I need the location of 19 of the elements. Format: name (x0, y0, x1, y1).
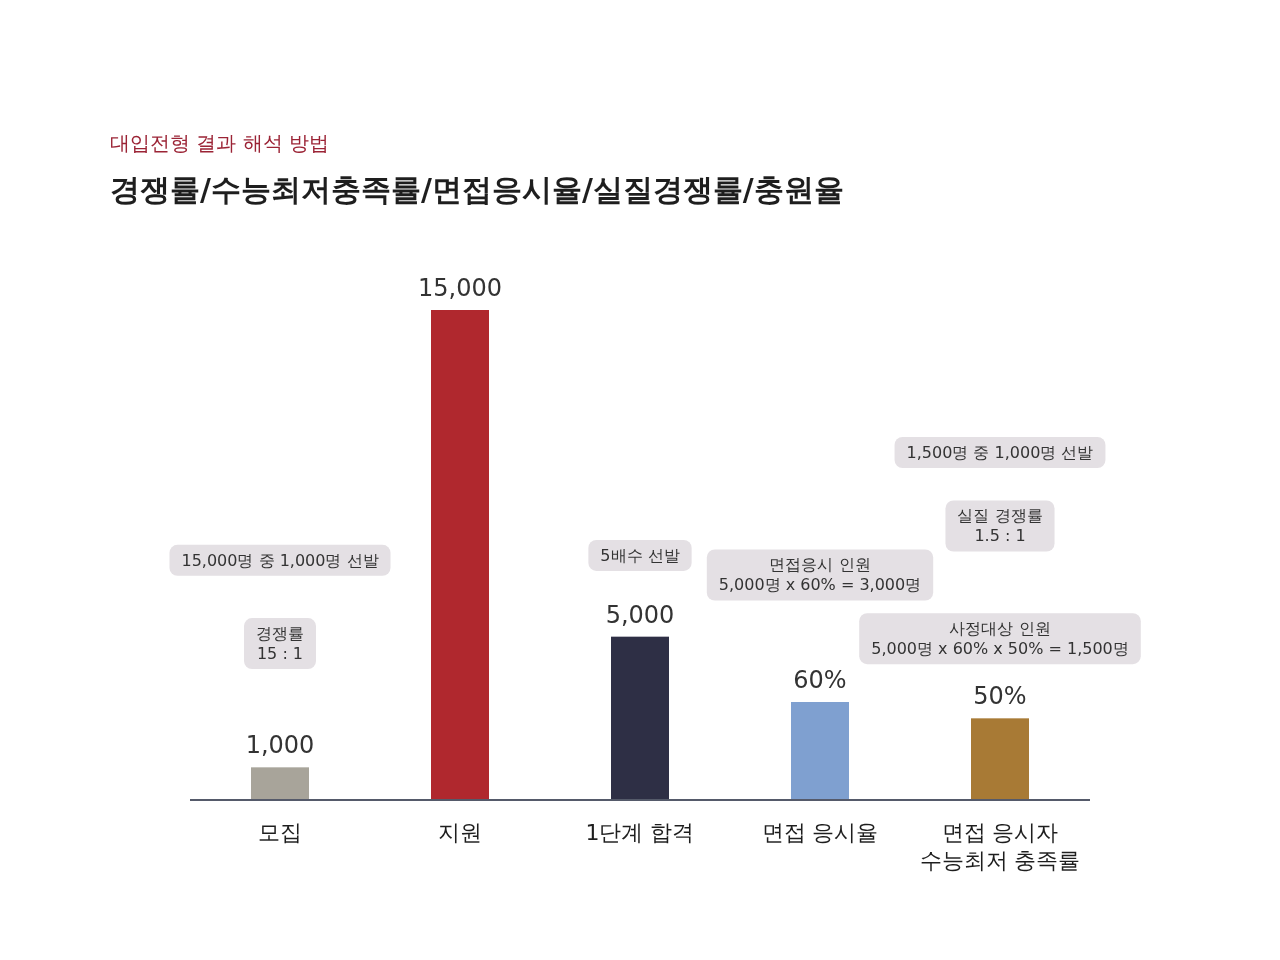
x-tick-label: 1단계 합격 (585, 820, 695, 845)
data-label: 1,000 (245, 731, 315, 760)
annotation: 사정대상 인원 5,000명 x 60% x 50% = 1,500명 (871, 619, 1129, 659)
data-label: 15,000 (418, 274, 502, 302)
annotation: 15,000명 중 1,000명 선발 (181, 550, 379, 570)
x-tick-label: 면접 응시율 (761, 820, 879, 845)
data-label: 5,000 (605, 600, 675, 629)
x-tick-label: 지원 (438, 820, 482, 845)
annotation: 실질 경쟁률 1.5 : 1 (957, 506, 1043, 546)
annotation: 경쟁률 15 : 1 (256, 624, 304, 664)
data-label: 50% (973, 682, 1027, 711)
annotation: 1,500명 중 1,000명 선발 (906, 443, 1094, 462)
annotation: 5배수 선발 (600, 545, 680, 565)
chart-subtitle: 대입전형 결과 해석 방법 (110, 131, 330, 155)
x-tick-label: 면접 응시자 수능최저 충족률 (919, 820, 1081, 873)
chart-title: 경쟁률/수능최저충족률/면접응시율/실질경쟁률/충원율 (110, 172, 844, 207)
annotation: 면접응시 인원 5,000명 x 60% = 3,000명 (718, 555, 922, 595)
x-tick-label: 모집 (258, 820, 302, 845)
data-label: 60% (793, 666, 847, 694)
